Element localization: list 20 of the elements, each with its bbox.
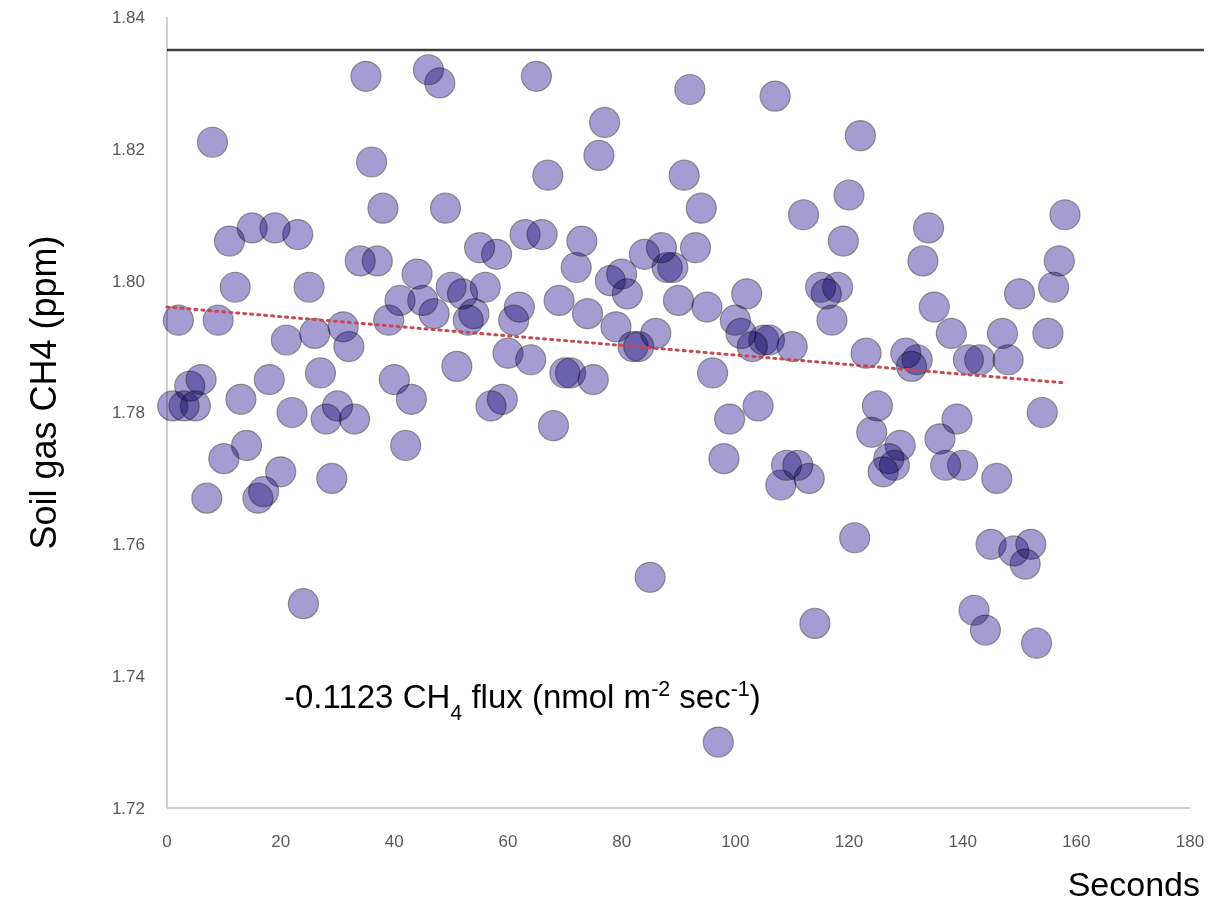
y-tick-label: 1.80	[111, 271, 145, 291]
x-tick-label: 20	[271, 831, 291, 851]
x-tick-label: 0	[162, 831, 172, 851]
y-tick-label: 1.76	[111, 535, 145, 555]
annotation: -0.1123 CH$_{4}$ flux (nmol m$^{-2}$ sec$^{-1}$)	[284, 677, 761, 725]
x-tick-label: 80	[612, 831, 632, 851]
x-tick-label: 160	[1062, 831, 1091, 851]
y-tick-label: 1.78	[111, 403, 145, 423]
y-tick-label: 1.74	[111, 667, 145, 687]
y-tick-label: 1.84	[111, 7, 145, 27]
x-tick-label: 40	[384, 831, 404, 851]
x-tick-label: 60	[498, 831, 518, 851]
x-tick-label: 180	[1175, 831, 1205, 851]
y-tick-label: 1.72	[111, 798, 145, 818]
x-tick-label: 120	[834, 831, 864, 851]
x-axis-title: Seconds	[1067, 865, 1200, 903]
x-tick-label: 140	[948, 831, 977, 851]
y-tick-label: 1.82	[111, 139, 145, 159]
x-tick-label: 100	[721, 831, 750, 851]
y-axis-title: Soil gas CH4 (ppm)	[23, 235, 64, 550]
